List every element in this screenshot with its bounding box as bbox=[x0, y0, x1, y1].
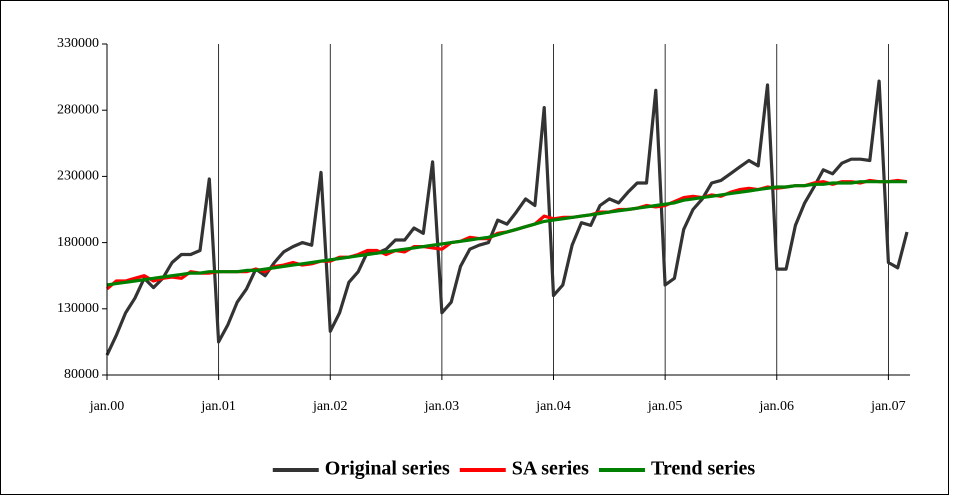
legend-label: Original series bbox=[325, 458, 450, 480]
x-tick-label: jan.01 bbox=[200, 399, 236, 414]
legend-label: Trend series bbox=[651, 458, 755, 480]
x-tick-label: jan.02 bbox=[312, 399, 348, 414]
x-tick-label: jan.03 bbox=[424, 399, 460, 414]
x-tick-label: jan.05 bbox=[647, 399, 683, 414]
x-tick-label: jan.06 bbox=[758, 399, 794, 414]
series-line bbox=[105, 79, 909, 356]
y-tick-label: 130000 bbox=[57, 301, 99, 316]
y-tick-label: 180000 bbox=[57, 235, 99, 250]
legend-label: SA series bbox=[512, 458, 589, 480]
series-line bbox=[106, 180, 907, 287]
x-tick-label: jan.07 bbox=[870, 399, 906, 414]
y-tick-label: 80000 bbox=[64, 367, 99, 382]
y-tick-label: 330000 bbox=[57, 36, 99, 51]
y-tick-label: 280000 bbox=[57, 102, 99, 117]
x-tick-label: jan.04 bbox=[535, 399, 571, 414]
y-tick-label: 230000 bbox=[57, 169, 99, 184]
x-tick-label: jan.00 bbox=[89, 399, 125, 414]
